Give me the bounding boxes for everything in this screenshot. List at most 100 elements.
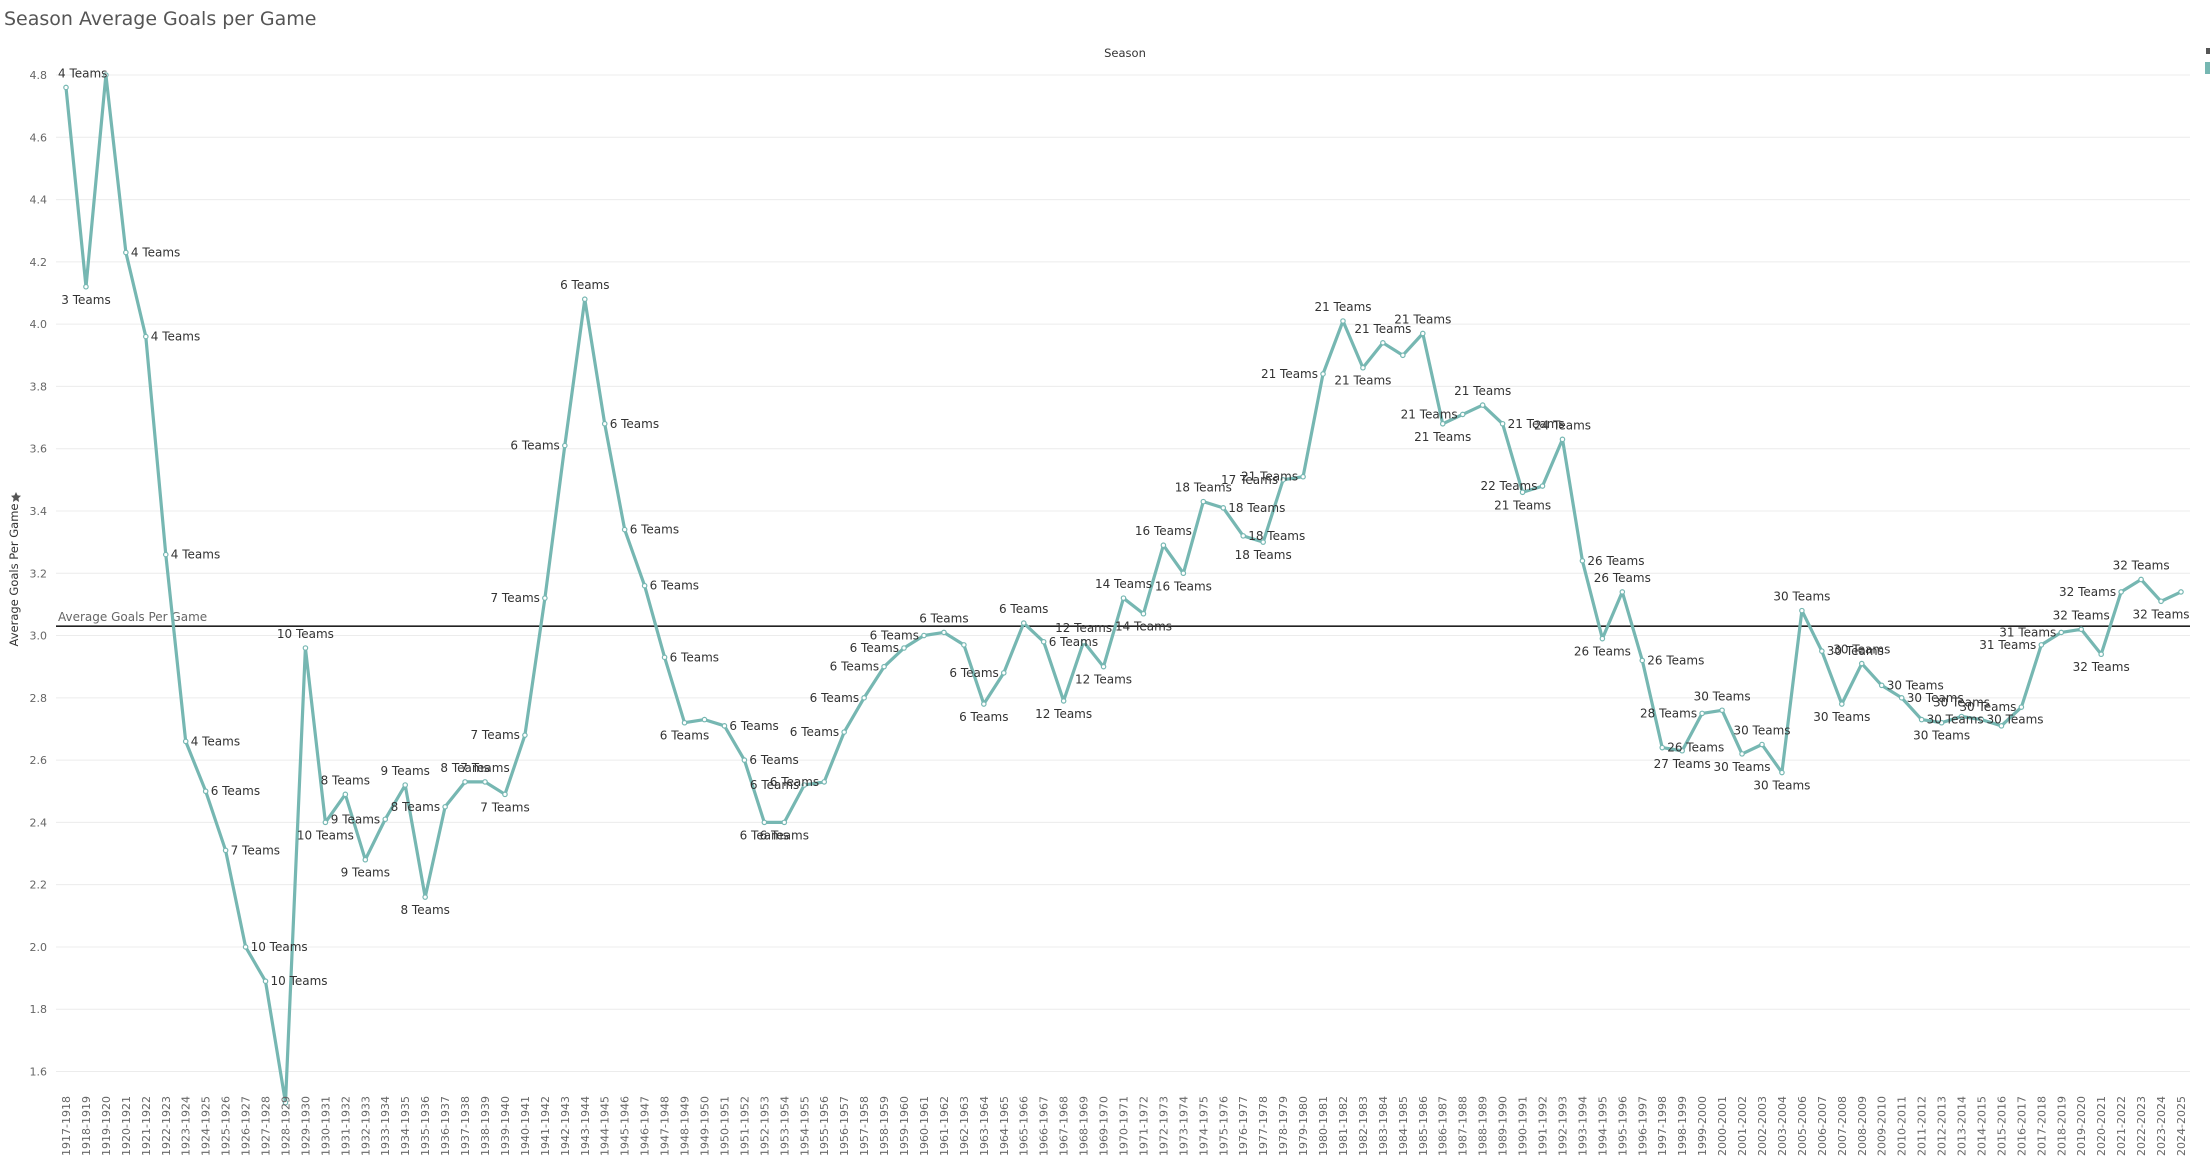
data-point[interactable]: [202, 788, 209, 795]
sort-icon[interactable]: [11, 492, 21, 502]
data-point[interactable]: [2098, 651, 2104, 658]
data-point[interactable]: [1779, 769, 1785, 776]
data-point[interactable]: [961, 642, 967, 648]
data-point[interactable]: [282, 1099, 289, 1106]
data-point[interactable]: [741, 757, 748, 763]
data-point[interactable]: [302, 645, 309, 651]
data-point[interactable]: [342, 791, 349, 798]
data-point[interactable]: [1958, 713, 1965, 720]
data-point[interactable]: [1200, 498, 1207, 505]
data-point[interactable]: [1180, 570, 1187, 577]
data-point[interactable]: [222, 847, 229, 854]
data-point[interactable]: [881, 663, 887, 670]
data-point[interactable]: [1739, 751, 1745, 757]
data-point[interactable]: [1559, 436, 1566, 443]
data-point[interactable]: [1300, 473, 1306, 480]
data-point[interactable]: [182, 738, 189, 745]
data-point[interactable]: [1360, 364, 1366, 371]
data-point[interactable]: [83, 283, 89, 290]
data-point[interactable]: [1140, 610, 1147, 617]
data-point[interactable]: [1719, 707, 1725, 714]
data-point[interactable]: [2018, 704, 2025, 710]
data-point[interactable]: [841, 729, 847, 735]
data-point[interactable]: [1639, 657, 1646, 664]
data-point[interactable]: [1938, 719, 1945, 726]
data-point[interactable]: [1858, 660, 1865, 667]
data-point[interactable]: [1499, 420, 1506, 427]
data-point[interactable]: [2078, 626, 2085, 633]
data-point[interactable]: [1978, 716, 1985, 723]
data-point[interactable]: [721, 723, 728, 729]
data-point[interactable]: [1260, 539, 1266, 545]
data-point[interactable]: [1080, 638, 1087, 645]
data-point[interactable]: [1479, 402, 1486, 408]
data-point[interactable]: [522, 732, 528, 738]
data-point[interactable]: [542, 595, 548, 601]
data-point[interactable]: [1000, 670, 1007, 676]
data-point[interactable]: [1280, 477, 1286, 483]
data-point[interactable]: [1160, 542, 1167, 549]
data-point[interactable]: [1400, 352, 1406, 359]
data-point[interactable]: [1100, 663, 1107, 670]
data-point[interactable]: [1759, 741, 1765, 748]
data-point[interactable]: [1699, 710, 1705, 717]
data-point[interactable]: [921, 632, 927, 639]
data-point[interactable]: [162, 551, 169, 558]
data-point[interactable]: [1040, 638, 1047, 645]
data-point[interactable]: [1659, 744, 1666, 751]
data-point[interactable]: [1519, 489, 1526, 496]
data-point[interactable]: [1599, 635, 1606, 642]
data-point[interactable]: [1679, 747, 1685, 754]
data-point[interactable]: [262, 978, 269, 984]
data-point[interactable]: [103, 72, 109, 78]
data-point[interactable]: [1320, 371, 1326, 377]
data-point[interactable]: [1918, 716, 1925, 723]
data-point[interactable]: [621, 526, 628, 533]
data-point[interactable]: [601, 420, 608, 427]
data-point[interactable]: [941, 629, 947, 636]
data-point[interactable]: [1380, 340, 1386, 346]
data-point[interactable]: [422, 894, 428, 900]
data-point[interactable]: [701, 716, 708, 723]
data-point[interactable]: [861, 695, 867, 701]
data-point[interactable]: [801, 782, 808, 788]
data-point[interactable]: [821, 779, 828, 785]
data-point[interactable]: [1060, 698, 1067, 704]
data-point[interactable]: [2178, 589, 2184, 595]
data-point[interactable]: [362, 856, 369, 863]
data-point[interactable]: [382, 816, 389, 823]
data-point[interactable]: [143, 333, 149, 340]
data-point[interactable]: [1898, 695, 1905, 701]
data-point[interactable]: [2058, 629, 2065, 636]
data-point[interactable]: [1539, 483, 1546, 489]
data-point[interactable]: [1819, 648, 1825, 654]
data-point[interactable]: [1839, 701, 1845, 707]
data-point[interactable]: [661, 654, 668, 661]
data-point[interactable]: [123, 249, 129, 256]
data-point[interactable]: [981, 701, 987, 707]
data-point[interactable]: [2038, 642, 2045, 648]
data-point[interactable]: [402, 782, 408, 788]
data-point[interactable]: [1619, 589, 1626, 595]
data-point[interactable]: [1419, 330, 1426, 337]
data-point[interactable]: [2138, 576, 2144, 583]
data-point[interactable]: [761, 819, 768, 826]
data-point[interactable]: [1579, 557, 1586, 564]
data-point[interactable]: [1240, 533, 1247, 539]
data-point[interactable]: [1020, 620, 1027, 626]
data-point[interactable]: [1878, 682, 1885, 689]
data-point[interactable]: [1998, 723, 2005, 729]
data-point[interactable]: [1799, 607, 1805, 614]
data-point[interactable]: [63, 84, 69, 91]
data-point[interactable]: [581, 296, 588, 303]
data-point[interactable]: [901, 645, 907, 651]
data-point[interactable]: [442, 804, 448, 810]
data-point[interactable]: [2158, 598, 2164, 605]
data-point[interactable]: [1340, 318, 1346, 324]
data-point[interactable]: [681, 719, 688, 726]
data-point[interactable]: [2118, 589, 2124, 595]
data-point[interactable]: [462, 779, 468, 785]
data-point[interactable]: [322, 819, 329, 826]
data-point[interactable]: [242, 944, 249, 950]
data-point[interactable]: [562, 442, 568, 449]
